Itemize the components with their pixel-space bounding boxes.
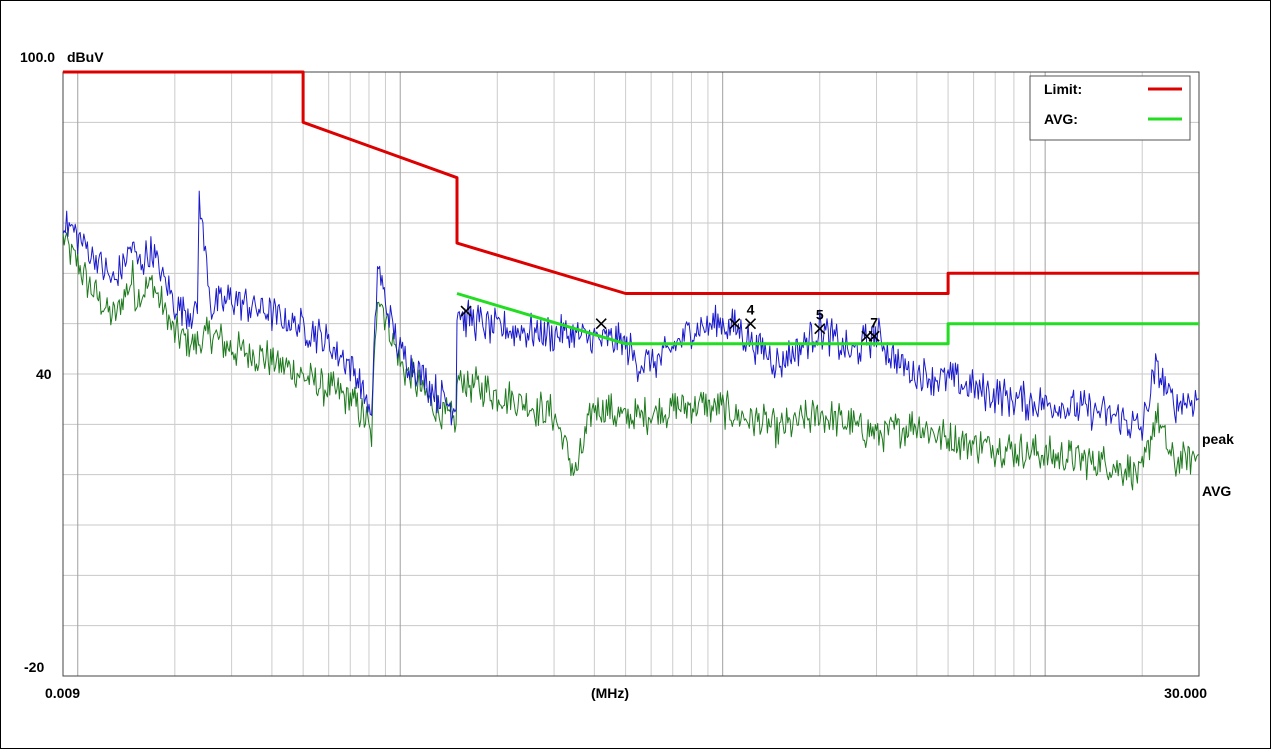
x-tick-label-left: 0.009 bbox=[45, 685, 80, 701]
marker-symbol bbox=[744, 318, 757, 330]
series-label-avg: AVG bbox=[1202, 483, 1231, 499]
plot-border bbox=[62, 71, 1200, 677]
legend-label-avg: AVG: bbox=[1044, 111, 1078, 127]
label-layer: 100.0 dBuV 40 -20 0.009 (MHz) 30.000 pea… bbox=[20, 49, 1234, 701]
legend-box bbox=[1029, 75, 1191, 141]
series-label-peak: peak bbox=[1202, 431, 1234, 447]
series-line-limit bbox=[63, 70, 1199, 295]
legend-label-limit: Limit: bbox=[1044, 81, 1082, 97]
y-tick-label-mid: 40 bbox=[36, 366, 52, 382]
marker-label: 5 bbox=[816, 307, 824, 323]
y-tick-label-bottom: -20 bbox=[24, 659, 44, 675]
marker-symbol bbox=[460, 305, 472, 317]
marker-symbol bbox=[729, 318, 741, 330]
marker-symbol bbox=[595, 318, 607, 330]
marker-symbol bbox=[814, 323, 826, 335]
series-line-avg-limit bbox=[456, 292, 1199, 346]
y-tick-label-top: 100.0 bbox=[20, 49, 55, 65]
legend: Limit: AVG: bbox=[1029, 75, 1191, 141]
grid bbox=[62, 72, 1199, 676]
x-axis-label: (MHz) bbox=[591, 685, 629, 701]
marker-label: 4 bbox=[747, 302, 755, 318]
series-line-peak bbox=[62, 190, 1200, 441]
marker-layer: 4 5 7 bbox=[460, 302, 880, 342]
marker-symbol bbox=[868, 330, 880, 342]
x-tick-label-right: 30.000 bbox=[1164, 685, 1207, 701]
marker-label: 7 bbox=[870, 314, 878, 330]
series-layer bbox=[62, 70, 1200, 491]
y-axis-label: dBuV bbox=[67, 49, 104, 65]
series-line-avg bbox=[62, 231, 1200, 491]
